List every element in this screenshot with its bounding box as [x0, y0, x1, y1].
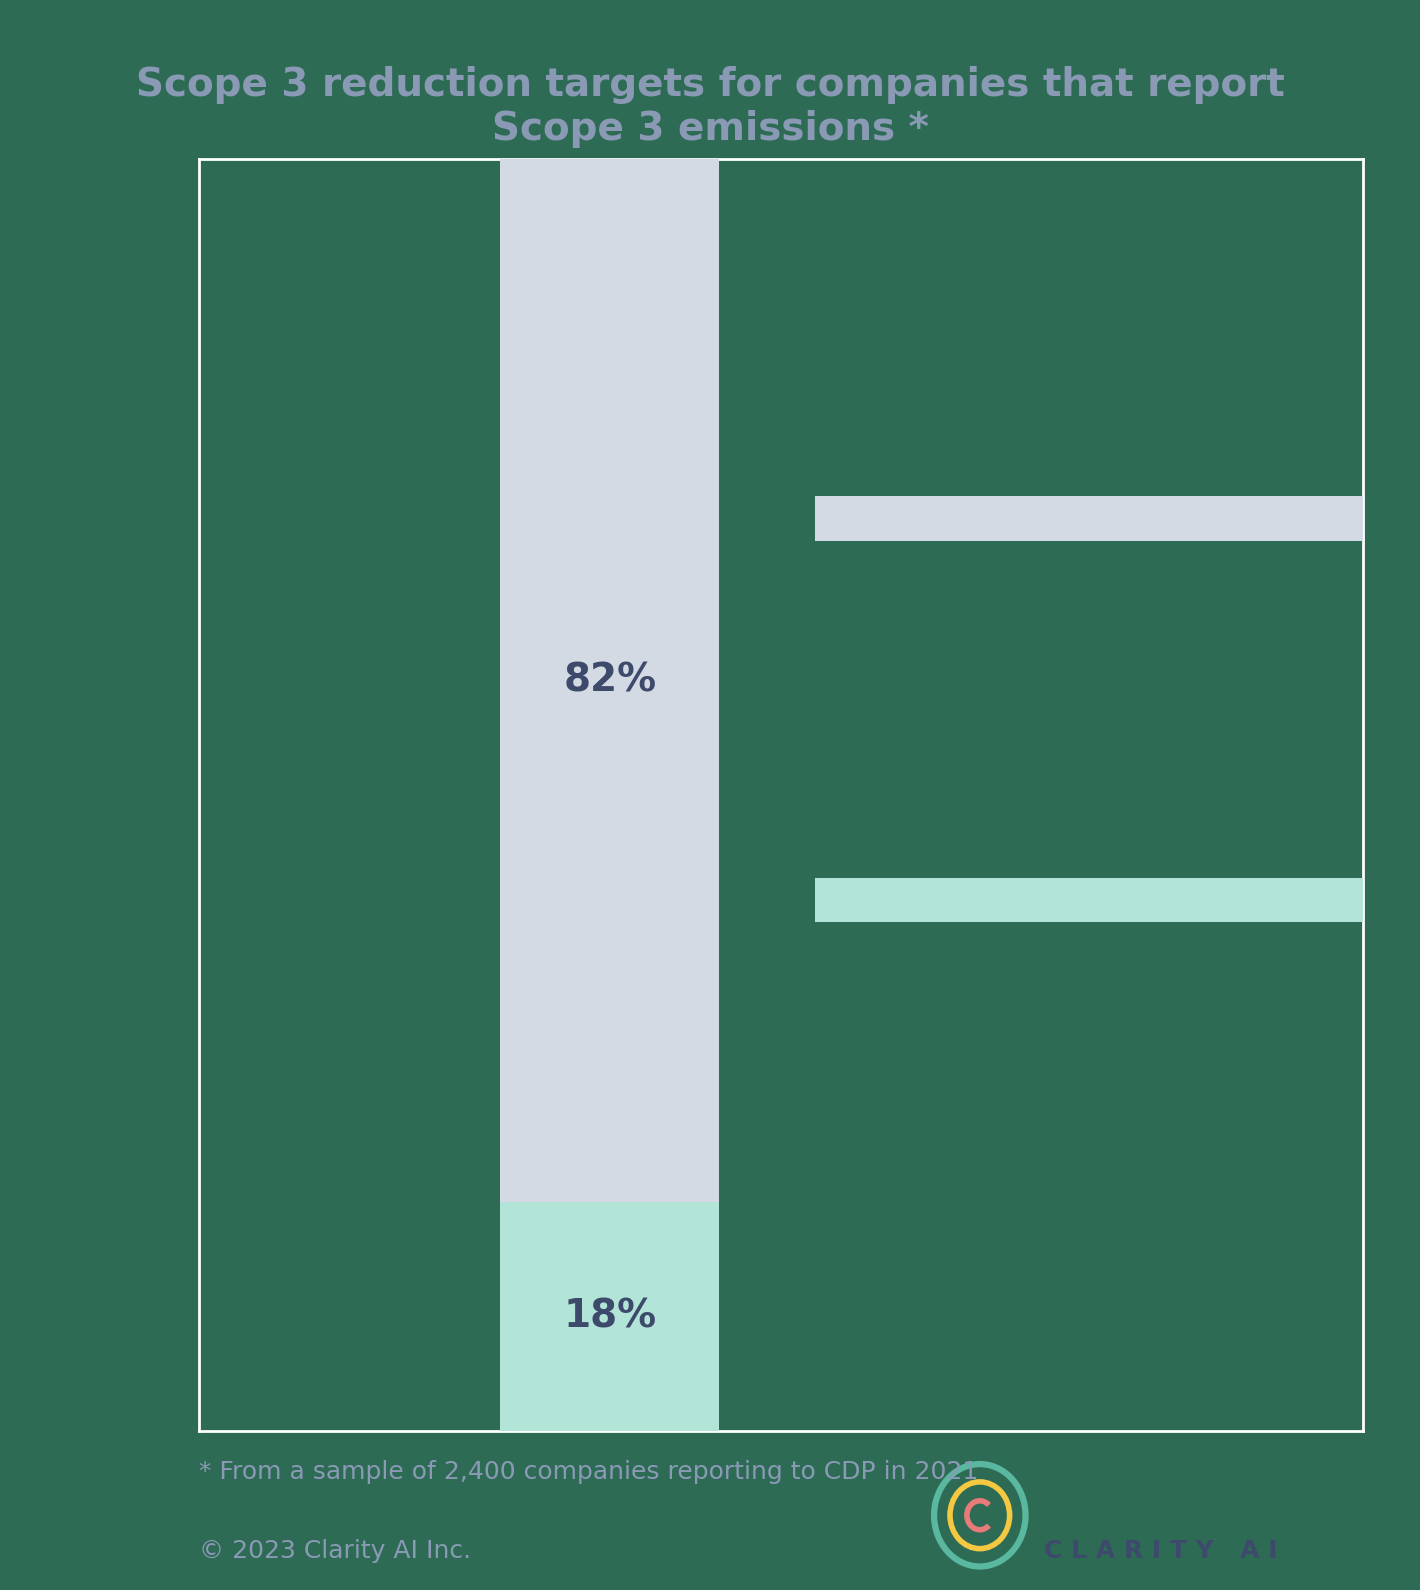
Text: 82%: 82% [564, 661, 656, 700]
Bar [500, 159, 720, 1202]
Text: * From a sample of 2,400 companies reporting to CDP in 2021: * From a sample of 2,400 companies repor… [199, 1460, 978, 1483]
Text: © 2023 Clarity AI Inc.: © 2023 Clarity AI Inc. [199, 1539, 471, 1563]
Text: Scope 3 reduction targets for companies that report
Scope 3 emissions *: Scope 3 reduction targets for companies … [136, 65, 1284, 148]
Bar [815, 878, 1420, 922]
Text: 18%: 18% [564, 1297, 656, 1336]
Bar [815, 496, 1420, 541]
Text: C L A R I T Y   A I: C L A R I T Y A I [1044, 1539, 1277, 1563]
Bar [500, 1202, 720, 1431]
